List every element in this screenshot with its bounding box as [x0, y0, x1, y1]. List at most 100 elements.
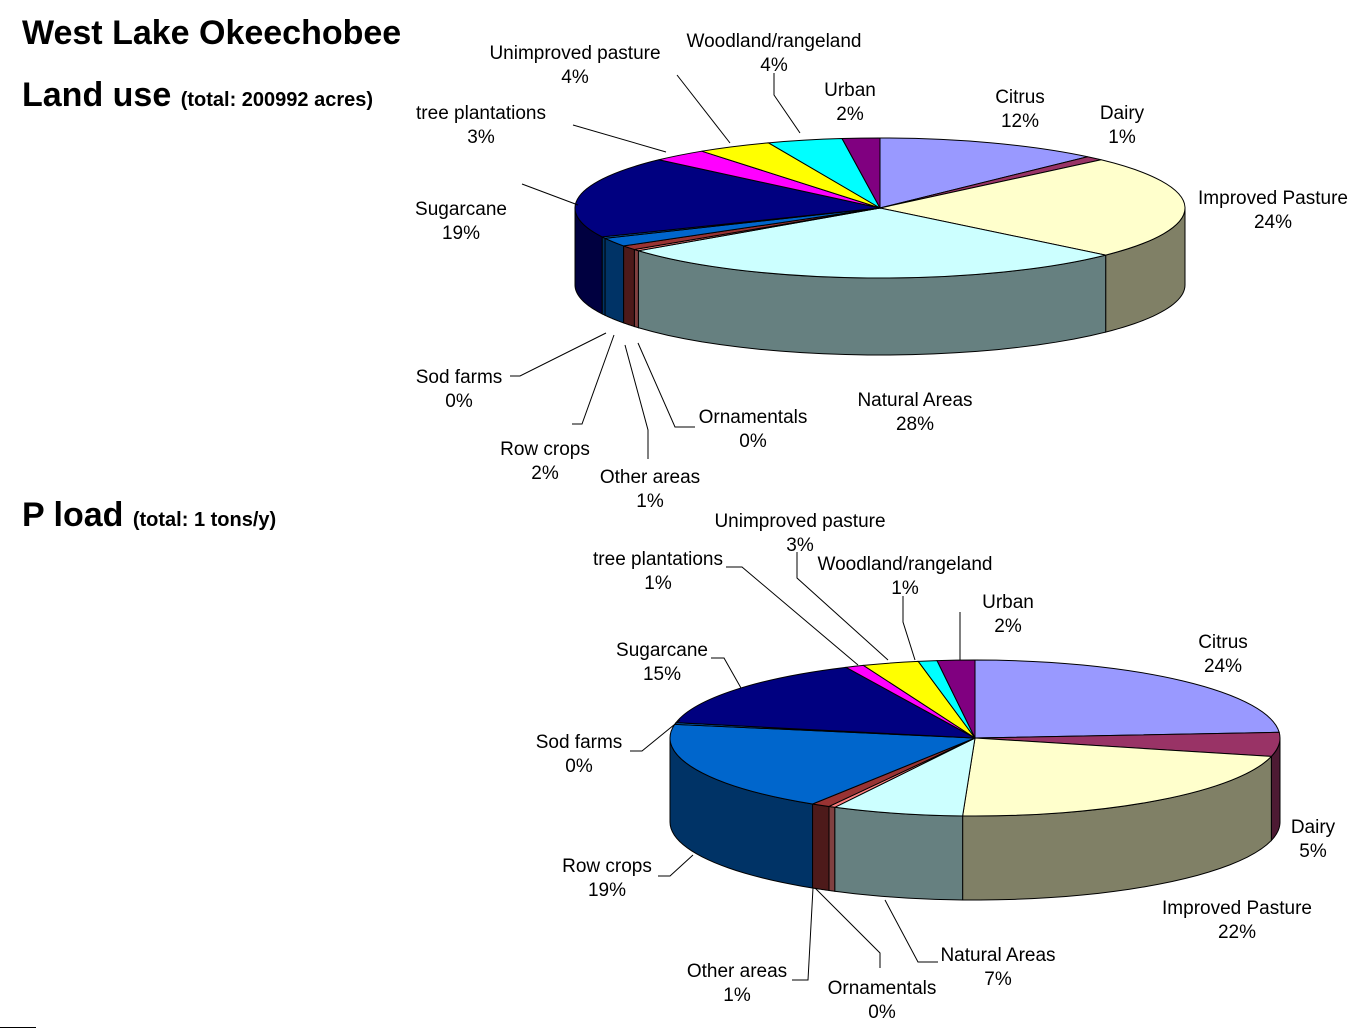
land-use-label-ornamentals: Ornamentals 0% [699, 407, 808, 452]
land-use-label-improved-pasture: Improved Pasture 24% [1198, 188, 1348, 233]
slice-value: 7% [984, 969, 1012, 990]
land-use-label-citrus: Citrus 12% [995, 87, 1045, 132]
p-load-slice-citrus [974, 659, 1280, 739]
p-load-label-tree-plantations: tree plantations 1% [593, 549, 723, 594]
p-load-label-dairy: Dairy 5% [1291, 817, 1336, 862]
slice-name: Woodland/rangeland [817, 554, 992, 575]
slice-value: 28% [896, 414, 934, 435]
land-use-label-dairy: Dairy 1% [1100, 103, 1145, 148]
slice-name: Other areas [600, 467, 700, 488]
land-use-label-urban: Urban 2% [824, 80, 876, 125]
slice-name: Unimproved pasture [489, 43, 660, 64]
land-use-pie: Citrus 12% Dairy 1% Improved Pasture 24% Natur… [415, 31, 1348, 512]
slice-value: 5% [1299, 841, 1327, 862]
p-load-label-ornamentals: Ornamentals 0% [828, 978, 937, 1023]
land-use-leader-woodland-rangeland [773, 73, 801, 134]
land-use-label-row-crops: Row crops 2% [500, 439, 590, 484]
p-load-title: P load (total: 1 tons/y) [22, 496, 276, 535]
slice-value: 19% [442, 223, 480, 244]
slice-name: Citrus [995, 87, 1045, 108]
p-load-leader-row-crops [658, 854, 694, 877]
slice-name: Improved Pasture [1198, 188, 1348, 209]
land-use-label-sod-farms: Sod farms 0% [416, 367, 503, 412]
p-load-label-improved-pasture: Improved Pasture 22% [1162, 898, 1312, 943]
p-load-label-urban: Urban 2% [982, 592, 1034, 637]
slice-value: 24% [1254, 212, 1292, 233]
slice-value: 2% [994, 616, 1022, 637]
slice-name: Urban [824, 80, 876, 101]
p-load-label-woodland-rangeland: Woodland/rangeland 1% [817, 554, 992, 599]
land-use-title: Land use (total: 200992 acres) [22, 76, 373, 115]
slice-value: 2% [531, 463, 559, 484]
slice-value: 1% [1108, 127, 1136, 148]
p-load-label-other-areas: Other areas 1% [687, 961, 787, 1006]
slice-value: 0% [445, 391, 473, 412]
p-load-wall-ornamentals [828, 805, 836, 892]
slice-name: Sod farms [416, 367, 503, 388]
p-load-leader-sugarcane [711, 657, 742, 689]
slice-name: Dairy [1291, 817, 1336, 838]
slice-value: 1% [723, 985, 751, 1006]
slice-name: Row crops [562, 856, 652, 877]
p-load-leader-ornamentals [814, 887, 881, 968]
slice-value: 1% [636, 491, 664, 512]
slice-value: 12% [1001, 111, 1039, 132]
land-use-leader-row-crops [572, 334, 615, 425]
slice-value: 19% [588, 880, 626, 901]
slice-name: Citrus [1198, 632, 1248, 653]
land-use-leader-sugarcane [521, 183, 579, 206]
slice-name: tree plantations [416, 103, 546, 124]
slice-value: 3% [786, 535, 814, 556]
slice-name: Sugarcane [415, 199, 507, 220]
land-use-slice-citrus [879, 137, 1088, 209]
p-load-slice-urban [936, 659, 976, 739]
slice-name: Other areas [687, 961, 787, 982]
slice-value: 2% [836, 104, 864, 125]
land-use-slice-natural-areas [638, 207, 1106, 279]
p-load-wall-other-areas [812, 803, 830, 892]
p-load-leader-tree-plantations [726, 566, 859, 666]
land-use-title-text: Land use [22, 76, 172, 114]
slice-name: Improved Pasture [1162, 898, 1312, 919]
p-load-leader-unimproved-pasture [796, 552, 889, 661]
p-load-pie: Citrus 24% Dairy 5% Improved Pasture 22% Natur… [536, 511, 1336, 1023]
slice-name: Sod farms [536, 732, 623, 753]
slice-value: 3% [467, 127, 495, 148]
slice-name: Unimproved pasture [714, 511, 885, 532]
slice-value: 0% [739, 431, 767, 452]
land-use-leader-ornamentals [637, 342, 695, 428]
p-load-subtitle: (total: 1 tons/y) [132, 509, 277, 531]
page-title: West Lake Okeechobee [22, 14, 402, 52]
p-load-leader-other-areas [792, 887, 814, 981]
p-load-label-natural-areas: Natural Areas 7% [940, 945, 1055, 990]
land-use-wall-ornamentals [633, 248, 639, 329]
land-use-subtitle: (total: 200992 acres) [180, 89, 374, 111]
p-load-slice-sugarcane [674, 666, 976, 739]
slice-value: 15% [643, 664, 681, 685]
slice-value: 0% [868, 1002, 896, 1023]
land-use-label-woodland-rangeland: Woodland/rangeland 4% [686, 31, 861, 76]
slice-name: Sugarcane [616, 640, 708, 661]
land-use-leader-other-areas [624, 344, 649, 459]
p-load-slice-row-crops [669, 723, 976, 805]
p-load-leader-sod-farms [630, 719, 681, 752]
p-load-label-sugarcane: Sugarcane 15% [616, 640, 708, 685]
p-load-leader-woodland-rangeland [902, 596, 916, 661]
slice-value: 22% [1218, 922, 1256, 943]
slice-value: 1% [891, 578, 919, 599]
slice-name: Natural Areas [940, 945, 1055, 966]
slice-value: 0% [565, 756, 593, 777]
land-use-slice-urban [841, 137, 881, 209]
corner-mark [0, 1027, 36, 1028]
land-use-label-tree-plantations: tree plantations 3% [416, 103, 546, 148]
slice-name: Ornamentals [828, 978, 937, 999]
slice-value: 4% [561, 67, 589, 88]
land-use-wall-row-crops [604, 237, 625, 324]
slice-name: Dairy [1100, 103, 1145, 124]
land-use-leader-sod-farms [510, 332, 607, 377]
p-load-slice-improved-pasture [962, 737, 1273, 817]
p-load-label-sod-farms: Sod farms 0% [536, 732, 623, 777]
p-load-label-unimproved-pasture: Unimproved pasture 3% [714, 511, 885, 556]
p-load-wall-natural-areas [834, 806, 964, 901]
